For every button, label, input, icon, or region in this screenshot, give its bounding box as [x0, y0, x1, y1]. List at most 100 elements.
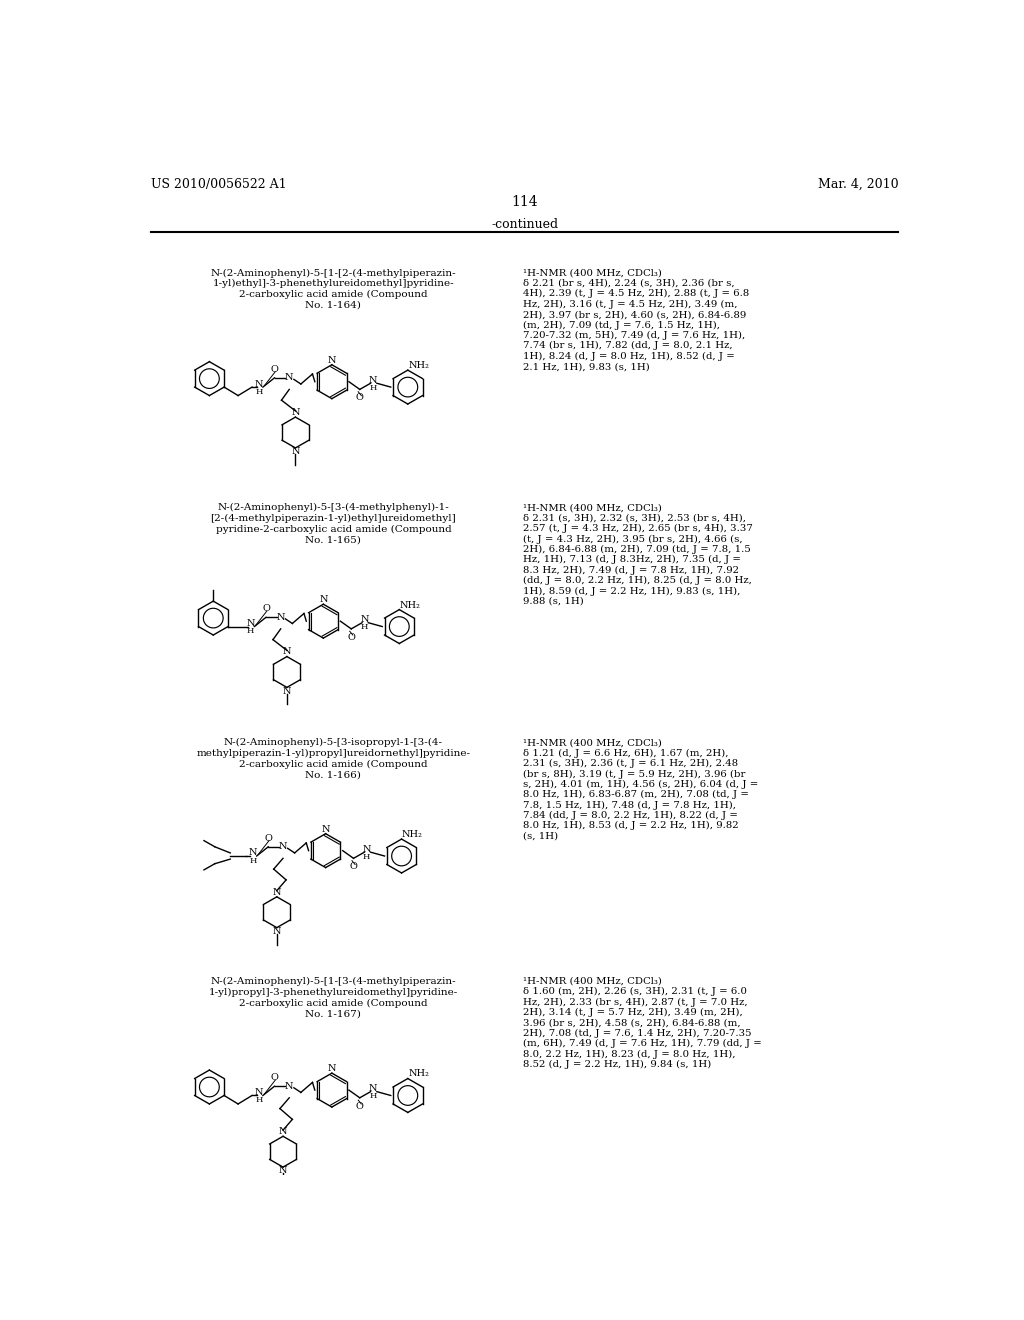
- Text: s, 2H), 4.01 (m, 1H), 4.56 (s, 2H), 6.04 (d, J =: s, 2H), 4.01 (m, 1H), 4.56 (s, 2H), 6.04…: [523, 780, 759, 789]
- Text: N: N: [283, 648, 291, 656]
- Text: N: N: [285, 1082, 294, 1090]
- Text: N: N: [283, 686, 291, 696]
- Text: 9.88 (s, 1H): 9.88 (s, 1H): [523, 597, 584, 606]
- Text: (m, 2H), 7.09 (td, J = 7.6, 1.5 Hz, 1H),: (m, 2H), 7.09 (td, J = 7.6, 1.5 Hz, 1H),: [523, 321, 720, 330]
- Text: H: H: [255, 1096, 263, 1104]
- Text: O: O: [270, 364, 279, 374]
- Text: 1H), 8.24 (d, J = 8.0 Hz, 1H), 8.52 (d, J =: 1H), 8.24 (d, J = 8.0 Hz, 1H), 8.52 (d, …: [523, 351, 735, 360]
- Text: O: O: [355, 393, 364, 403]
- Text: (m, 6H), 7.49 (d, J = 7.6 Hz, 1H), 7.79 (dd, J =: (m, 6H), 7.49 (d, J = 7.6 Hz, 1H), 7.79 …: [523, 1039, 762, 1048]
- Text: O: O: [347, 632, 355, 642]
- Text: N: N: [291, 408, 300, 417]
- Text: 2H), 3.97 (br s, 2H), 4.60 (s, 2H), 6.84-6.89: 2H), 3.97 (br s, 2H), 4.60 (s, 2H), 6.84…: [523, 310, 746, 319]
- Text: 2.31 (s, 3H), 2.36 (t, J = 6.1 Hz, 2H), 2.48: 2.31 (s, 3H), 2.36 (t, J = 6.1 Hz, 2H), …: [523, 759, 738, 768]
- Text: No. 1-166): No. 1-166): [305, 771, 361, 780]
- Text: NH₂: NH₂: [399, 601, 421, 610]
- Text: H: H: [255, 388, 263, 396]
- Text: No. 1-164): No. 1-164): [305, 301, 361, 310]
- Text: 114: 114: [511, 195, 539, 210]
- Text: 7.74 (br s, 1H), 7.82 (dd, J = 8.0, 2.1 Hz,: 7.74 (br s, 1H), 7.82 (dd, J = 8.0, 2.1 …: [523, 342, 733, 350]
- Text: 2H), 6.84-6.88 (m, 2H), 7.09 (td, J = 7.8, 1.5: 2H), 6.84-6.88 (m, 2H), 7.09 (td, J = 7.…: [523, 545, 751, 554]
- Text: N-(2-Aminophenyl)-5-[3-(4-methylphenyl)-1-: N-(2-Aminophenyl)-5-[3-(4-methylphenyl)-…: [217, 503, 450, 512]
- Text: H: H: [364, 853, 371, 861]
- Text: 8.0 Hz, 1H), 6.83-6.87 (m, 2H), 7.08 (td, J =: 8.0 Hz, 1H), 6.83-6.87 (m, 2H), 7.08 (td…: [523, 791, 750, 800]
- Text: 7.84 (dd, J = 8.0, 2.2 Hz, 1H), 8.22 (d, J =: 7.84 (dd, J = 8.0, 2.2 Hz, 1H), 8.22 (d,…: [523, 810, 738, 820]
- Text: O: O: [262, 605, 270, 614]
- Text: δ 2.21 (br s, 4H), 2.24 (s, 3H), 2.36 (br s,: δ 2.21 (br s, 4H), 2.24 (s, 3H), 2.36 (b…: [523, 279, 735, 288]
- Text: N: N: [328, 1064, 336, 1073]
- Text: N: N: [319, 595, 328, 605]
- Text: 8.0, 2.2 Hz, 1H), 8.23 (d, J = 8.0 Hz, 1H),: 8.0, 2.2 Hz, 1H), 8.23 (d, J = 8.0 Hz, 1…: [523, 1049, 736, 1059]
- Text: O: O: [270, 1073, 279, 1082]
- Text: N: N: [279, 1127, 288, 1137]
- Text: 4H), 2.39 (t, J = 4.5 Hz, 2H), 2.88 (t, J = 6.8: 4H), 2.39 (t, J = 4.5 Hz, 2H), 2.88 (t, …: [523, 289, 750, 298]
- Text: 3.96 (br s, 2H), 4.58 (s, 2H), 6.84-6.88 (m,: 3.96 (br s, 2H), 4.58 (s, 2H), 6.84-6.88…: [523, 1019, 741, 1027]
- Text: N: N: [249, 849, 257, 858]
- Text: O: O: [349, 862, 357, 871]
- Text: ¹H-NMR (400 MHz, CDCl₃): ¹H-NMR (400 MHz, CDCl₃): [523, 268, 663, 277]
- Text: Hz, 2H), 3.16 (t, J = 4.5 Hz, 2H), 3.49 (m,: Hz, 2H), 3.16 (t, J = 4.5 Hz, 2H), 3.49 …: [523, 300, 737, 309]
- Text: N: N: [291, 447, 300, 457]
- Text: 1H), 8.59 (d, J = 2.2 Hz, 1H), 9.83 (s, 1H),: 1H), 8.59 (d, J = 2.2 Hz, 1H), 9.83 (s, …: [523, 586, 740, 595]
- Text: 7.8, 1.5 Hz, 1H), 7.48 (d, J = 7.8 Hz, 1H),: 7.8, 1.5 Hz, 1H), 7.48 (d, J = 7.8 Hz, 1…: [523, 800, 736, 809]
- Text: No. 1-165): No. 1-165): [305, 536, 361, 545]
- Text: N-(2-Aminophenyl)-5-[1-[3-(4-methylpiperazin-: N-(2-Aminophenyl)-5-[1-[3-(4-methylpiper…: [211, 977, 456, 986]
- Text: 2-carboxylic acid amide (Compound: 2-carboxylic acid amide (Compound: [239, 998, 428, 1007]
- Text: (dd, J = 8.0, 2.2 Hz, 1H), 8.25 (d, J = 8.0 Hz,: (dd, J = 8.0, 2.2 Hz, 1H), 8.25 (d, J = …: [523, 576, 752, 585]
- Text: O: O: [355, 1102, 364, 1110]
- Text: 2H), 3.14 (t, J = 5.7 Hz, 2H), 3.49 (m, 2H),: 2H), 3.14 (t, J = 5.7 Hz, 2H), 3.49 (m, …: [523, 1008, 743, 1018]
- Text: 2-carboxylic acid amide (Compound: 2-carboxylic acid amide (Compound: [239, 290, 428, 300]
- Text: N: N: [246, 619, 255, 628]
- Text: 2.57 (t, J = 4.3 Hz, 2H), 2.65 (br s, 4H), 3.37: 2.57 (t, J = 4.3 Hz, 2H), 2.65 (br s, 4H…: [523, 524, 753, 533]
- Text: 1-yl)propyl]-3-phenethylureidomethyl]pyridine-: 1-yl)propyl]-3-phenethylureidomethyl]pyr…: [209, 987, 458, 997]
- Text: -continued: -continued: [492, 218, 558, 231]
- Text: O: O: [264, 834, 272, 842]
- Text: (br s, 8H), 3.19 (t, J = 5.9 Hz, 2H), 3.96 (br: (br s, 8H), 3.19 (t, J = 5.9 Hz, 2H), 3.…: [523, 770, 745, 779]
- Text: N: N: [369, 1084, 377, 1093]
- Text: H: H: [247, 627, 254, 635]
- Text: 1-yl)ethyl]-3-phenethylureidomethyl]pyridine-: 1-yl)ethyl]-3-phenethylureidomethyl]pyri…: [213, 280, 455, 288]
- Text: N: N: [272, 888, 281, 896]
- Text: δ 2.31 (s, 3H), 2.32 (s, 3H), 2.53 (br s, 4H),: δ 2.31 (s, 3H), 2.32 (s, 3H), 2.53 (br s…: [523, 513, 746, 523]
- Text: NH₂: NH₂: [409, 1069, 429, 1078]
- Text: 7.20-7.32 (m, 5H), 7.49 (d, J = 7.6 Hz, 1H),: 7.20-7.32 (m, 5H), 7.49 (d, J = 7.6 Hz, …: [523, 331, 745, 341]
- Text: (s, 1H): (s, 1H): [523, 832, 558, 841]
- Text: methylpiperazin-1-yl)propyl]ureidornethyl]pyridine-: methylpiperazin-1-yl)propyl]ureidornethy…: [197, 748, 470, 758]
- Text: NH₂: NH₂: [402, 830, 423, 840]
- Text: 2.1 Hz, 1H), 9.83 (s, 1H): 2.1 Hz, 1H), 9.83 (s, 1H): [523, 362, 650, 371]
- Text: N: N: [279, 842, 288, 851]
- Text: Hz, 2H), 2.33 (br s, 4H), 2.87 (t, J = 7.0 Hz,: Hz, 2H), 2.33 (br s, 4H), 2.87 (t, J = 7…: [523, 998, 748, 1007]
- Text: ¹H-NMR (400 MHz, CDCl₃): ¹H-NMR (400 MHz, CDCl₃): [523, 503, 663, 512]
- Text: 8.0 Hz, 1H), 8.53 (d, J = 2.2 Hz, 1H), 9.82: 8.0 Hz, 1H), 8.53 (d, J = 2.2 Hz, 1H), 9…: [523, 821, 739, 830]
- Text: N: N: [285, 374, 294, 383]
- Text: NH₂: NH₂: [409, 362, 429, 370]
- Text: pyridine-2-carboxylic acid amide (Compound: pyridine-2-carboxylic acid amide (Compou…: [215, 525, 452, 535]
- Text: (t, J = 4.3 Hz, 2H), 3.95 (br s, 2H), 4.66 (s,: (t, J = 4.3 Hz, 2H), 3.95 (br s, 2H), 4.…: [523, 535, 742, 544]
- Text: N: N: [328, 355, 336, 364]
- Text: H: H: [370, 384, 377, 392]
- Text: 2H), 7.08 (td, J = 7.6, 1.4 Hz, 2H), 7.20-7.35: 2H), 7.08 (td, J = 7.6, 1.4 Hz, 2H), 7.2…: [523, 1028, 752, 1038]
- Text: N: N: [276, 612, 285, 622]
- Text: US 2010/0056522 A1: US 2010/0056522 A1: [152, 178, 287, 190]
- Text: ¹H-NMR (400 MHz, CDCl₃): ¹H-NMR (400 MHz, CDCl₃): [523, 977, 663, 986]
- Text: δ 1.60 (m, 2H), 2.26 (s, 3H), 2.31 (t, J = 6.0: δ 1.60 (m, 2H), 2.26 (s, 3H), 2.31 (t, J…: [523, 987, 748, 997]
- Text: [2-(4-methylpiperazin-1-yl)ethyl]ureidomethyl]: [2-(4-methylpiperazin-1-yl)ethyl]ureidom…: [211, 515, 457, 523]
- Text: N-(2-Aminophenyl)-5-[1-[2-(4-methylpiperazin-: N-(2-Aminophenyl)-5-[1-[2-(4-methylpiper…: [211, 268, 456, 277]
- Text: N: N: [360, 615, 369, 624]
- Text: N-(2-Aminophenyl)-5-[3-isopropyl-1-[3-(4-: N-(2-Aminophenyl)-5-[3-isopropyl-1-[3-(4…: [224, 738, 442, 747]
- Text: 8.3 Hz, 2H), 7.49 (d, J = 7.8 Hz, 1H), 7.92: 8.3 Hz, 2H), 7.49 (d, J = 7.8 Hz, 1H), 7…: [523, 566, 739, 574]
- Text: N: N: [322, 825, 330, 833]
- Text: No. 1-167): No. 1-167): [305, 1010, 361, 1018]
- Text: N: N: [362, 845, 371, 854]
- Text: N: N: [272, 927, 281, 936]
- Text: H: H: [249, 857, 256, 865]
- Text: H: H: [370, 1092, 377, 1101]
- Text: 8.52 (d, J = 2.2 Hz, 1H), 9.84 (s, 1H): 8.52 (d, J = 2.2 Hz, 1H), 9.84 (s, 1H): [523, 1060, 712, 1069]
- Text: δ 1.21 (d, J = 6.6 Hz, 6H), 1.67 (m, 2H),: δ 1.21 (d, J = 6.6 Hz, 6H), 1.67 (m, 2H)…: [523, 748, 729, 758]
- Text: H: H: [360, 623, 368, 631]
- Text: Hz, 1H), 7.13 (d, J 8.3Hz, 2H), 7.35 (d, J =: Hz, 1H), 7.13 (d, J 8.3Hz, 2H), 7.35 (d,…: [523, 556, 741, 565]
- Text: N: N: [279, 1167, 288, 1175]
- Text: N: N: [255, 1088, 263, 1097]
- Text: N: N: [255, 380, 263, 388]
- Text: Mar. 4, 2010: Mar. 4, 2010: [818, 178, 898, 190]
